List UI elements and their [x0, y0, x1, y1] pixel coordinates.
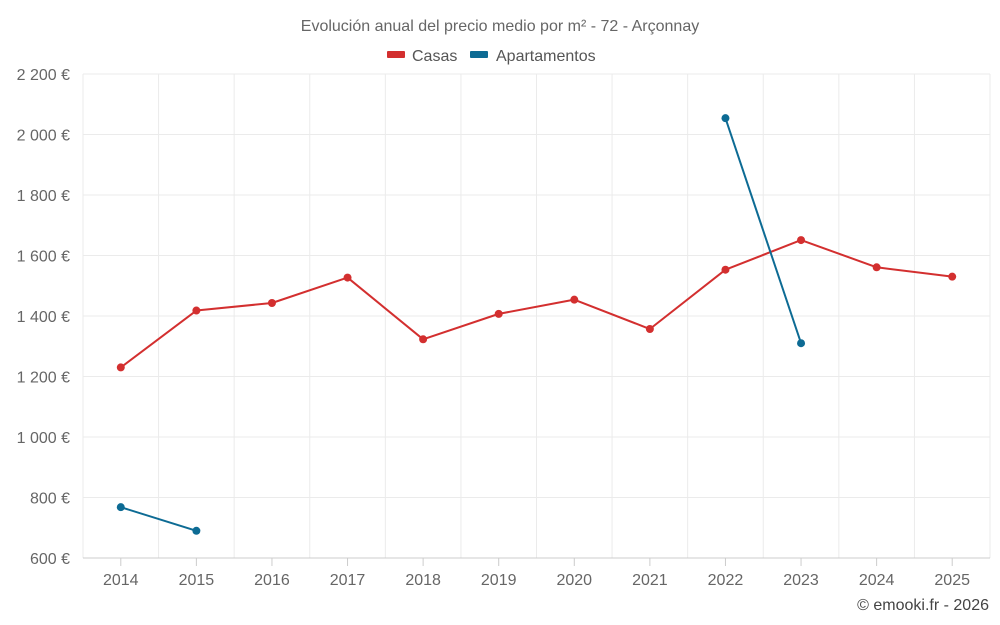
x-tick-label: 2014	[103, 572, 139, 589]
data-point-apartamentos-2015[interactable]	[192, 526, 201, 535]
y-tick-label: 1 400 €	[17, 309, 70, 326]
y-tick-label: 1 600 €	[17, 249, 70, 266]
x-tick-label: 2023	[783, 572, 819, 589]
x-tick-label: 2019	[481, 572, 517, 589]
legend-item-apartamentos[interactable]: Apartamentos	[470, 48, 596, 65]
x-tick-label: 2017	[330, 572, 366, 589]
data-point-apartamentos-2022[interactable]	[721, 114, 730, 123]
legend-label-casas: Casas	[412, 48, 457, 65]
x-tick-label: 2018	[405, 572, 441, 589]
grid	[82, 73, 991, 558]
axes: 600 € 800 € 1 000 € 1 200 € 1 400 € 1 600 € 1 …	[17, 67, 990, 589]
data-point-casas-2024[interactable]	[872, 263, 881, 272]
data-point-casas-2022[interactable]	[721, 265, 730, 274]
data-point-casas-2020[interactable]	[570, 295, 579, 304]
data-point-casas-2016[interactable]	[267, 298, 276, 307]
x-tick-label: 2016	[254, 572, 290, 589]
x-tick-label: 2015	[179, 572, 215, 589]
y-tick-label: 1 000 €	[17, 430, 70, 447]
data-point-casas-2015[interactable]	[192, 306, 201, 315]
data-point-apartamentos-2023[interactable]	[797, 339, 806, 348]
data-point-casas-2017[interactable]	[343, 273, 352, 282]
y-tick-label: 1 200 €	[17, 370, 70, 387]
chart-title: Evolución anual del precio medio por m² …	[301, 18, 699, 35]
y-tick-label: 600 €	[30, 551, 70, 568]
data-point-casas-2014[interactable]	[116, 363, 125, 372]
series	[116, 114, 957, 535]
data-point-casas-2021[interactable]	[645, 325, 654, 334]
legend-swatch-casas	[387, 51, 405, 58]
legend: Casas Apartamentos	[387, 48, 596, 65]
y-tick-label: 2 000 €	[17, 128, 70, 145]
x-tick-label: 2021	[632, 572, 668, 589]
y-tick-label: 800 €	[30, 491, 70, 508]
x-tick-label: 2022	[708, 572, 744, 589]
x-tick-label: 2025	[934, 572, 970, 589]
y-tick-label: 2 200 €	[17, 67, 70, 84]
credit-text: © emooki.fr - 2026	[857, 597, 989, 614]
legend-item-casas[interactable]: Casas	[387, 48, 457, 65]
series-line-casas	[119, 239, 954, 369]
data-point-casas-2025[interactable]	[948, 272, 957, 281]
x-tick-label: 2024	[859, 572, 895, 589]
series-line-apartamentos	[724, 117, 803, 345]
legend-swatch-apartamentos	[470, 51, 488, 58]
legend-label-apartamentos: Apartamentos	[496, 48, 596, 65]
data-point-casas-2019[interactable]	[494, 309, 503, 318]
data-point-apartamentos-2014[interactable]	[116, 503, 125, 512]
data-point-casas-2023[interactable]	[797, 236, 806, 245]
x-tick-label: 2020	[556, 572, 592, 589]
data-point-casas-2018[interactable]	[419, 335, 428, 344]
series-line-apartamentos	[119, 506, 198, 532]
y-tick-label: 1 800 €	[17, 188, 70, 205]
